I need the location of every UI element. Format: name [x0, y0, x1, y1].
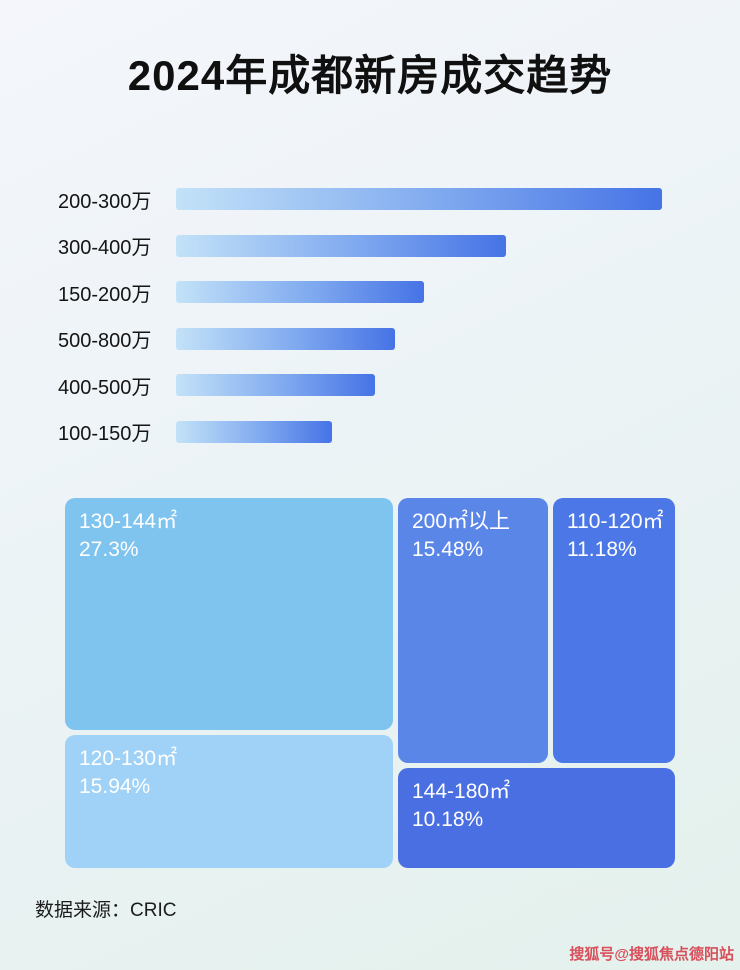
- bar-track: [176, 327, 662, 350]
- bar: [176, 374, 376, 396]
- treemap-block-200-plus: 200㎡以上 15.48%: [398, 498, 548, 763]
- bar: [176, 234, 507, 257]
- treemap-block-110-120: 110-120㎡ 11.18%: [553, 498, 675, 763]
- bar-label: 500-800万: [58, 330, 152, 352]
- bar-track: [176, 281, 662, 303]
- bar: [176, 327, 395, 350]
- treemap-right-column: 200㎡以上 15.48% 110-120㎡ 11.18% 144-180㎡ 1…: [398, 498, 675, 868]
- treemap-block-label: 200㎡以上: [412, 510, 511, 533]
- treemap-block-label: 110-120㎡: [567, 510, 664, 533]
- treemap-block-label: 144-180㎡: [412, 780, 511, 803]
- bar-label: 400-500万: [58, 376, 152, 399]
- bar-track: [176, 234, 662, 257]
- treemap-block-percent: 15.94%: [79, 775, 151, 799]
- treemap-block-percent: 27.3%: [79, 538, 139, 562]
- treemap-block-130-144: 130-144㎡ 27.3%: [65, 498, 393, 730]
- treemap-block-label: 130-144㎡: [79, 510, 178, 533]
- bar-label: 150-200万: [58, 283, 152, 306]
- bar: [176, 420, 332, 443]
- bar-row: 500-800万: [58, 327, 662, 352]
- treemap-right-top-row: 200㎡以上 15.48% 110-120㎡ 11.18%: [398, 498, 675, 763]
- bar: [176, 281, 424, 303]
- page-title: 2024年成都新房成交趋势: [127, 52, 613, 99]
- price-range-bar-chart: 200-300万 300-400万 150-200万 500-800万 400-: [58, 188, 662, 467]
- bar-row: 150-200万: [58, 281, 662, 306]
- data-source-label: 数据来源：CRIC: [35, 900, 177, 921]
- watermark-label: 搜狐号@搜狐焦点德阳站: [569, 946, 734, 963]
- bar-row: 200-300万: [58, 188, 662, 213]
- bar-track: [176, 374, 662, 396]
- bar-row: 400-500万: [58, 374, 662, 399]
- treemap-block-label: 120-130㎡: [79, 747, 178, 770]
- bar-label: 100-150万: [58, 423, 152, 445]
- treemap-block-percent: 11.18%: [567, 538, 637, 562]
- bar-track: [176, 188, 662, 210]
- treemap-block-144-180: 144-180㎡ 10.18%: [398, 768, 675, 868]
- treemap-block-120-130: 120-130㎡ 15.94%: [65, 735, 393, 868]
- treemap-block-percent: 10.18%: [412, 808, 484, 832]
- bar-row: 100-150万: [58, 420, 662, 445]
- bar-track: [176, 420, 662, 443]
- bar-label: 200-300万: [58, 190, 152, 213]
- treemap-block-percent: 15.48%: [412, 538, 484, 562]
- bar: [176, 188, 662, 210]
- area-share-treemap: 130-144㎡ 27.3% 120-130㎡ 15.94% 200㎡以上 15…: [65, 498, 675, 868]
- bar-label: 300-400万: [58, 237, 152, 259]
- bar-row: 300-400万: [58, 234, 662, 259]
- treemap-left-column: 130-144㎡ 27.3% 120-130㎡ 15.94%: [65, 498, 393, 868]
